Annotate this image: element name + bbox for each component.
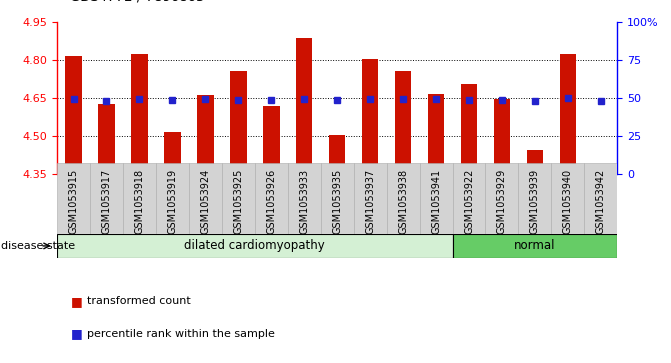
Text: GSM1053917: GSM1053917 xyxy=(101,169,111,234)
Bar xyxy=(156,163,189,234)
Text: GSM1053925: GSM1053925 xyxy=(234,169,244,234)
Bar xyxy=(263,106,280,174)
Text: GSM1053942: GSM1053942 xyxy=(596,169,606,234)
Bar xyxy=(288,163,321,234)
Bar xyxy=(164,132,180,174)
Bar xyxy=(329,135,346,174)
Bar xyxy=(57,234,452,258)
Bar xyxy=(486,163,519,234)
Text: GSM1053919: GSM1053919 xyxy=(167,169,177,234)
Bar xyxy=(98,105,115,174)
Bar xyxy=(428,94,444,174)
Text: GSM1053933: GSM1053933 xyxy=(299,169,309,234)
Text: GSM1053924: GSM1053924 xyxy=(201,169,210,234)
Bar xyxy=(132,54,148,174)
Bar xyxy=(527,150,543,174)
Text: GSM1053939: GSM1053939 xyxy=(530,169,540,234)
Bar xyxy=(321,163,354,234)
Bar xyxy=(230,72,246,174)
Text: GSM1053922: GSM1053922 xyxy=(464,169,474,234)
Bar xyxy=(255,163,288,234)
Bar xyxy=(222,163,255,234)
Text: GSM1053938: GSM1053938 xyxy=(398,169,408,234)
Bar xyxy=(123,163,156,234)
Text: ■: ■ xyxy=(70,295,83,308)
Bar xyxy=(560,54,576,174)
Bar xyxy=(386,163,419,234)
Bar xyxy=(494,99,510,174)
Text: ■: ■ xyxy=(70,327,83,340)
Bar xyxy=(296,38,313,174)
Bar xyxy=(354,163,386,234)
Text: GDS4772 / 7896863: GDS4772 / 7896863 xyxy=(70,0,205,4)
Text: GSM1053926: GSM1053926 xyxy=(266,169,276,234)
Text: dilated cardiomyopathy: dilated cardiomyopathy xyxy=(185,240,325,252)
Bar xyxy=(362,59,378,174)
Bar xyxy=(57,163,90,234)
Text: normal: normal xyxy=(514,240,556,252)
Text: transformed count: transformed count xyxy=(87,296,191,306)
Text: GSM1053918: GSM1053918 xyxy=(134,169,144,234)
Bar xyxy=(461,84,477,174)
Bar xyxy=(452,163,486,234)
Text: percentile rank within the sample: percentile rank within the sample xyxy=(87,329,275,339)
Text: GSM1053940: GSM1053940 xyxy=(563,169,573,234)
Bar xyxy=(519,163,552,234)
Text: GSM1053935: GSM1053935 xyxy=(332,169,342,234)
Bar xyxy=(90,163,123,234)
Bar xyxy=(552,163,584,234)
Bar xyxy=(584,163,617,234)
Bar xyxy=(452,234,617,258)
Bar xyxy=(592,173,609,174)
Text: GSM1053929: GSM1053929 xyxy=(497,169,507,234)
Bar xyxy=(65,56,82,174)
Text: GSM1053937: GSM1053937 xyxy=(365,169,375,234)
Bar xyxy=(197,95,213,174)
Bar xyxy=(395,72,411,174)
Text: GSM1053941: GSM1053941 xyxy=(431,169,441,234)
Bar xyxy=(189,163,222,234)
Text: disease state: disease state xyxy=(1,241,74,251)
Text: GSM1053915: GSM1053915 xyxy=(68,169,79,234)
Bar xyxy=(419,163,452,234)
